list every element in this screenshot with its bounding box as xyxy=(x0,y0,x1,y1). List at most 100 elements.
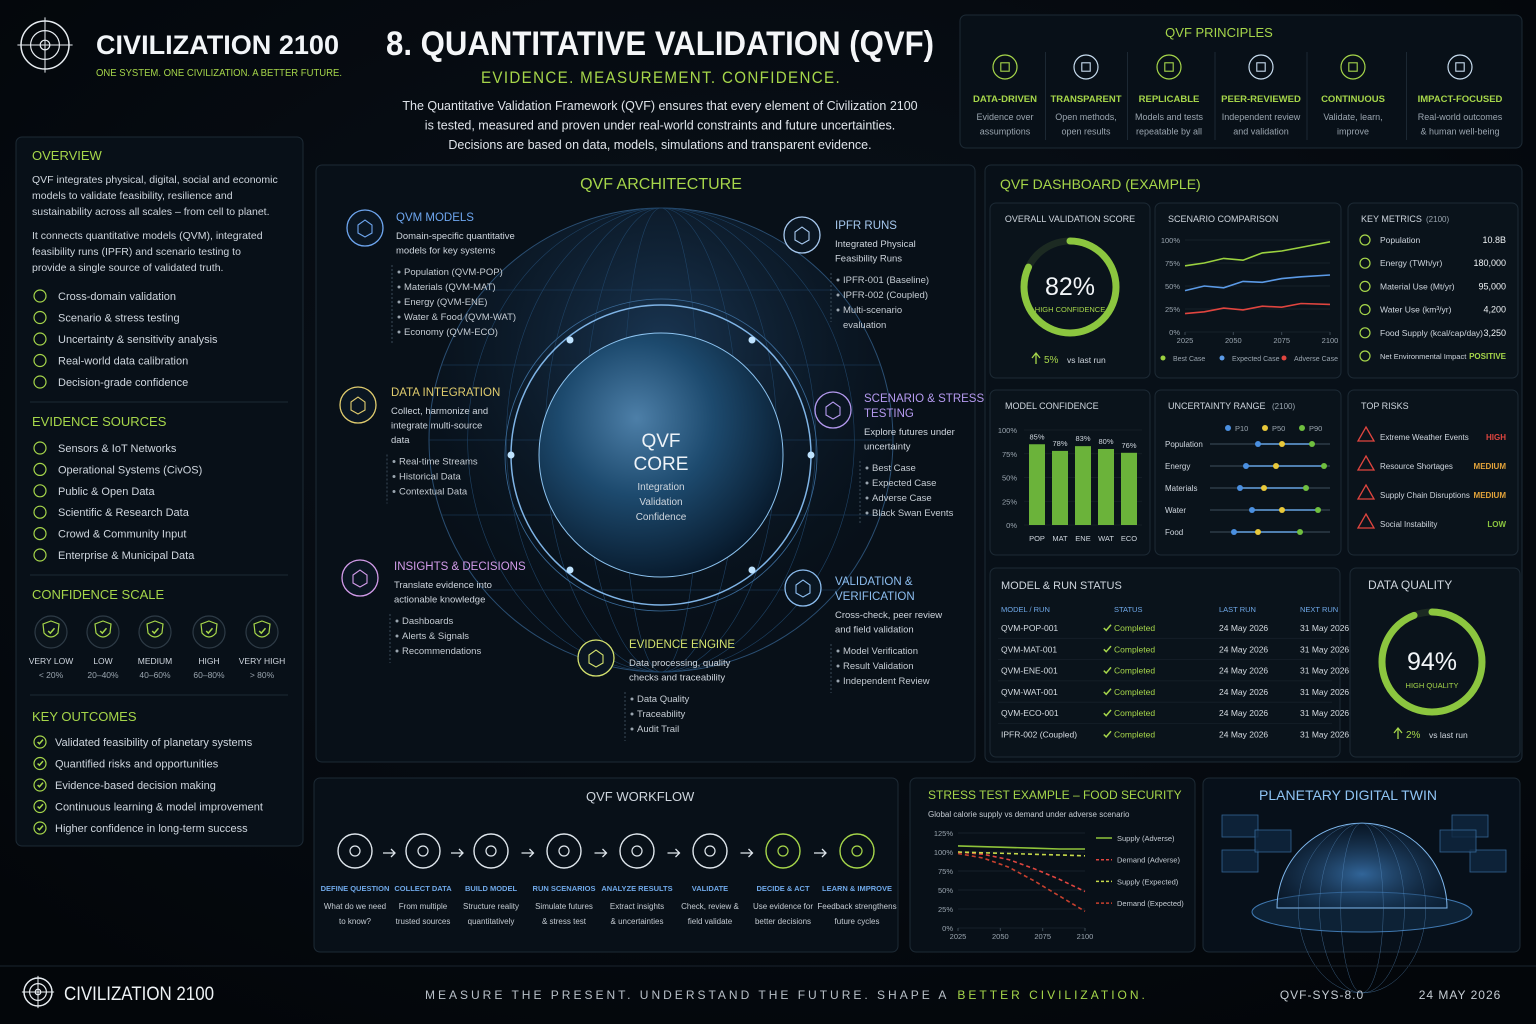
category-label: Energy xyxy=(1165,462,1190,471)
icon xyxy=(1248,54,1274,80)
intro-text: Decisions are based on data, models, sim… xyxy=(448,138,871,152)
bar-value-label: 83% xyxy=(1075,434,1090,443)
module-icon xyxy=(795,579,811,598)
range-point xyxy=(1231,529,1237,535)
footer-code: QVF-SYS-8.0 xyxy=(1280,988,1364,1002)
table-cell: 24 May 2026 xyxy=(1219,687,1268,697)
metric-icon xyxy=(1359,350,1371,362)
legend-label: Best Case xyxy=(1173,356,1205,363)
twin-screen xyxy=(1439,829,1477,853)
left-panel xyxy=(15,136,304,847)
step-desc: to know? xyxy=(339,917,372,926)
check-icon xyxy=(1103,624,1112,632)
card-title: TOP RISKS xyxy=(1361,401,1409,411)
table-cell: IPFR-002 (Coupled) xyxy=(1001,730,1077,740)
bullet xyxy=(392,490,396,493)
step-icon xyxy=(417,845,429,857)
step-icon xyxy=(631,845,643,857)
core-text: Integration xyxy=(637,482,684,493)
module-icon xyxy=(783,216,821,254)
module-icon xyxy=(341,559,379,597)
table-cell: 31 May 2026 xyxy=(1300,687,1349,697)
module-item: Historical Data xyxy=(399,472,461,483)
table-cell: 24 May 2026 xyxy=(1219,666,1268,676)
module-title: DATA INTEGRATION xyxy=(391,387,500,399)
x-tick-label: 2100 xyxy=(1322,336,1339,345)
step-desc: field validate xyxy=(688,917,733,926)
module-desc: Cross-check, peer review xyxy=(835,610,942,621)
column-header: LAST RUN xyxy=(1219,605,1256,614)
gauge-change-note: vs last run xyxy=(1429,730,1468,740)
table-cell: 24 May 2026 xyxy=(1219,730,1268,740)
legend-label: Demand (Expected) xyxy=(1117,899,1184,908)
twin-screen xyxy=(1221,814,1259,838)
intro-text: The Quantitative Validation Framework (Q… xyxy=(402,99,917,113)
legend-swatch xyxy=(1281,355,1287,361)
risk-name: Resource Shortages xyxy=(1380,462,1453,471)
x-tick-label: 2075 xyxy=(1273,336,1290,345)
icon xyxy=(33,441,47,455)
principle-name: DATA-DRIVEN xyxy=(973,94,1037,105)
module-item: Result Validation xyxy=(843,661,914,672)
range-point xyxy=(1261,485,1267,491)
step-name: BUILD MODEL xyxy=(465,884,517,893)
twin-screen xyxy=(1469,849,1507,873)
x-tick-label: 2050 xyxy=(1225,336,1242,345)
principle-desc: open results xyxy=(1061,127,1111,137)
overview-item: Uncertainty & sensitivity analysis xyxy=(58,334,218,346)
icon xyxy=(33,526,47,541)
overview-item: Cross-domain validation xyxy=(58,291,176,303)
step-icon xyxy=(473,833,509,869)
gauge-arc xyxy=(1378,608,1486,716)
bullet xyxy=(836,679,840,683)
bar-value-label: 80% xyxy=(1098,437,1113,446)
series-line xyxy=(957,851,1086,893)
module-item: IPFR-001 (Baseline) xyxy=(843,275,929,286)
icon xyxy=(33,548,47,562)
principle-desc: Evidence over xyxy=(976,112,1033,122)
legend-label: Adverse Case xyxy=(1294,356,1338,363)
shield-icon xyxy=(253,620,271,638)
y-tick-label: 50% xyxy=(1165,282,1180,291)
check-icon xyxy=(37,739,44,745)
card-title: OVERALL VALIDATION SCORE xyxy=(1005,214,1135,224)
y-tick-label: 0% xyxy=(942,924,953,933)
principle-desc: Open methods, xyxy=(1055,112,1117,122)
step-icon xyxy=(558,845,570,857)
module-item: Recommendations xyxy=(402,646,481,657)
table-cell: Completed xyxy=(1114,730,1155,740)
module-desc: models for key systems xyxy=(396,246,495,257)
x-tick-label: 2075 xyxy=(1034,932,1051,941)
arrow xyxy=(521,848,535,858)
check-icon xyxy=(151,627,160,635)
step-desc: Feedback strengthens xyxy=(817,902,896,911)
metric-value: 3,250 xyxy=(1483,328,1506,338)
icon xyxy=(33,289,47,303)
y-tick-label: 75% xyxy=(1165,259,1180,268)
footer-brand: CIVILIZATION 2100 xyxy=(64,984,214,1005)
principle-desc: Real-world outcomes xyxy=(1418,112,1503,122)
module-icon xyxy=(814,391,852,429)
legend-label: Demand (Adverse) xyxy=(1117,856,1180,865)
bullet xyxy=(397,300,401,304)
tagline: ONE SYSTEM. ONE CIVILIZATION. A BETTER F… xyxy=(96,68,342,79)
bar xyxy=(1098,449,1114,525)
module-item: Black Swan Events xyxy=(872,508,954,519)
legend-label: Supply (Adverse) xyxy=(1117,834,1175,843)
risk-icon xyxy=(1356,454,1376,471)
metric-icon xyxy=(1359,280,1371,292)
bullet xyxy=(865,496,869,500)
node xyxy=(566,336,574,344)
x-tick-label: 2100 xyxy=(1077,932,1094,941)
principle-desc: improve xyxy=(1337,127,1369,137)
module-title: INSIGHTS & DECISIONS xyxy=(394,561,526,573)
earth xyxy=(538,332,784,578)
metric-value: 4,200 xyxy=(1483,305,1506,315)
bar xyxy=(1029,444,1045,525)
card-title: MODEL & RUN STATUS xyxy=(1001,580,1122,592)
metrics-card xyxy=(1347,202,1519,379)
step-name: COLLECT DATA xyxy=(394,884,452,893)
legend-label: Expected Case xyxy=(1232,356,1280,363)
twin-screen xyxy=(1254,829,1292,853)
